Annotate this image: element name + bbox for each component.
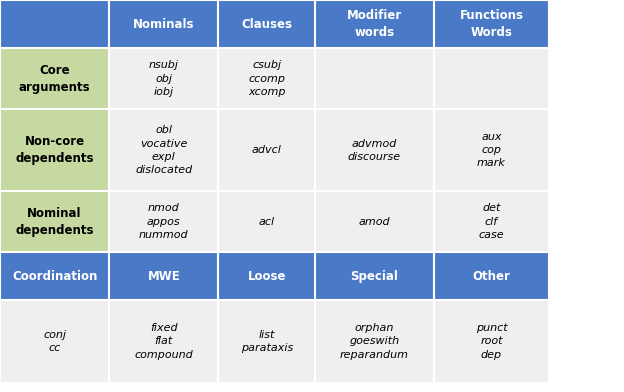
Text: Loose: Loose	[248, 270, 286, 283]
Bar	[315, 0, 434, 48]
Bar	[218, 191, 315, 252]
Text: nsubj
obj
iobj: nsubj obj iobj	[149, 60, 179, 97]
Bar	[0, 191, 109, 252]
Bar	[315, 300, 434, 383]
Text: MWE: MWE	[147, 270, 180, 283]
Bar	[0, 109, 109, 191]
Bar	[434, 191, 549, 252]
Bar	[109, 109, 218, 191]
Text: orphan
goeswith
reparandum: orphan goeswith reparandum	[340, 323, 409, 359]
Bar	[218, 109, 315, 191]
Bar	[434, 0, 549, 48]
Text: Nominals: Nominals	[133, 18, 195, 31]
Bar	[0, 0, 109, 48]
Text: Clauses: Clauses	[241, 18, 292, 31]
Text: csubj
ccomp
xcomp: csubj ccomp xcomp	[248, 60, 286, 97]
Bar	[434, 300, 549, 383]
Text: punct
root
dep: punct root dep	[475, 323, 507, 359]
Bar	[315, 48, 434, 109]
Text: Core
arguments: Core arguments	[19, 64, 90, 94]
Text: acl: acl	[259, 217, 275, 227]
Text: obl
vocative
expl
dislocated: obl vocative expl dislocated	[135, 125, 192, 175]
Bar	[218, 300, 315, 383]
Text: det
clf
case: det clf case	[479, 203, 504, 240]
Text: list
parataxis: list parataxis	[241, 330, 293, 353]
Text: Nominal
dependents: Nominal dependents	[16, 207, 94, 237]
Bar	[109, 300, 218, 383]
Bar	[218, 48, 315, 109]
Text: fixed
flat
compound: fixed flat compound	[134, 323, 193, 359]
Bar	[109, 0, 218, 48]
Text: amod: amod	[359, 217, 390, 227]
Bar	[0, 252, 109, 300]
Text: Functions
Words: Functions Words	[459, 9, 524, 39]
Text: nmod
appos
nummod: nmod appos nummod	[139, 203, 188, 240]
Text: Modifier
words: Modifier words	[347, 9, 402, 39]
Bar	[109, 191, 218, 252]
Bar	[315, 252, 434, 300]
Bar	[434, 48, 549, 109]
Bar	[434, 252, 549, 300]
Bar	[315, 191, 434, 252]
Text: conj
cc: conj cc	[43, 330, 66, 353]
Text: Non-core
dependents: Non-core dependents	[16, 135, 94, 165]
Bar	[109, 48, 218, 109]
Bar	[434, 109, 549, 191]
Text: advmod
discourse: advmod discourse	[348, 138, 401, 162]
Text: Coordination: Coordination	[12, 270, 97, 283]
Bar	[0, 300, 109, 383]
Text: advcl: advcl	[252, 145, 281, 155]
Bar	[218, 252, 315, 300]
Bar	[0, 48, 109, 109]
Bar	[109, 252, 218, 300]
Text: Special: Special	[351, 270, 398, 283]
Text: Other: Other	[472, 270, 510, 283]
Bar	[218, 0, 315, 48]
Text: aux
cop
mark: aux cop mark	[477, 132, 506, 168]
Bar	[315, 109, 434, 191]
